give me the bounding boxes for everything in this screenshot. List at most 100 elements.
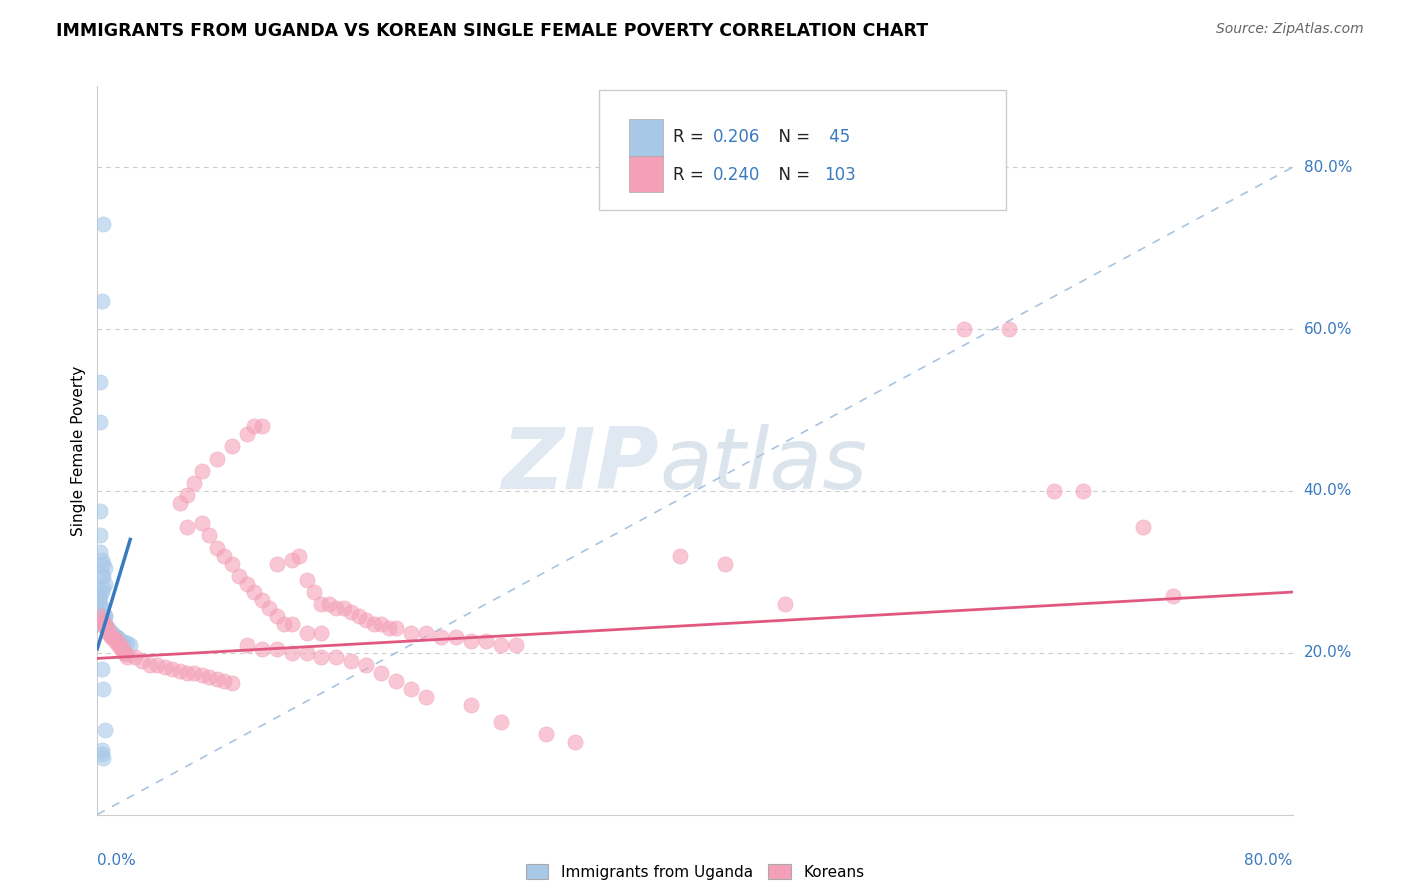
Text: ZIP: ZIP — [502, 424, 659, 507]
Point — [564, 735, 586, 749]
Text: 0.240: 0.240 — [713, 166, 761, 185]
Point — [191, 516, 214, 531]
Text: 60.0%: 60.0% — [1303, 322, 1353, 336]
Point — [399, 682, 422, 697]
Point — [460, 633, 482, 648]
Point — [377, 622, 399, 636]
Point — [120, 638, 142, 652]
Point — [1042, 483, 1064, 498]
Point — [98, 623, 121, 637]
Point — [773, 597, 796, 611]
Point — [385, 622, 408, 636]
FancyBboxPatch shape — [630, 120, 662, 155]
Point — [146, 657, 169, 672]
Point — [176, 488, 198, 502]
Point — [91, 617, 114, 632]
Point — [370, 665, 392, 680]
Point — [169, 664, 191, 678]
Point — [311, 597, 333, 611]
Point — [311, 649, 333, 664]
Point — [714, 557, 737, 571]
Point — [87, 617, 110, 632]
Point — [89, 589, 111, 603]
Point — [103, 631, 125, 645]
Point — [94, 617, 117, 632]
Point — [1161, 589, 1184, 603]
Point — [91, 682, 114, 697]
Point — [280, 617, 302, 632]
Point — [107, 631, 129, 645]
Point — [460, 698, 482, 713]
Point — [534, 726, 557, 740]
Point — [91, 581, 114, 595]
Point — [91, 609, 114, 624]
Point — [89, 609, 111, 624]
Point — [89, 375, 111, 389]
Point — [131, 654, 153, 668]
FancyBboxPatch shape — [630, 155, 662, 192]
Point — [273, 617, 295, 632]
Point — [91, 617, 114, 632]
Point — [183, 475, 205, 490]
Point — [236, 638, 259, 652]
Point — [356, 657, 378, 672]
Point — [415, 690, 437, 705]
Legend: Immigrants from Uganda, Koreans: Immigrants from Uganda, Koreans — [526, 863, 865, 880]
Point — [183, 665, 205, 680]
Point — [153, 660, 176, 674]
Point — [340, 654, 363, 668]
Point — [90, 743, 112, 757]
Point — [1132, 520, 1154, 534]
Point — [302, 585, 325, 599]
Point — [318, 597, 340, 611]
Point — [104, 630, 127, 644]
Point — [105, 630, 128, 644]
Point — [115, 636, 138, 650]
Point — [221, 439, 243, 453]
Point — [214, 674, 236, 689]
Point — [489, 638, 512, 652]
Point — [91, 557, 114, 571]
Point — [325, 601, 347, 615]
Text: N =: N = — [768, 166, 815, 185]
Point — [191, 464, 214, 478]
Point — [325, 649, 347, 664]
Point — [363, 617, 385, 632]
Point — [1073, 483, 1095, 498]
Point — [100, 630, 122, 644]
Point — [89, 613, 111, 627]
Point — [489, 714, 512, 729]
Point — [110, 641, 132, 656]
Text: R =: R = — [673, 166, 710, 185]
Point — [236, 577, 259, 591]
Point — [94, 609, 117, 624]
Point — [89, 415, 111, 429]
Point — [108, 638, 131, 652]
Point — [288, 549, 311, 563]
Point — [176, 665, 198, 680]
Point — [295, 646, 318, 660]
Point — [385, 674, 408, 689]
Point — [250, 641, 273, 656]
Point — [243, 419, 266, 434]
Point — [953, 322, 976, 336]
Text: 20.0%: 20.0% — [1303, 645, 1353, 660]
Point — [90, 613, 112, 627]
Point — [115, 649, 138, 664]
Y-axis label: Single Female Poverty: Single Female Poverty — [72, 366, 86, 535]
Point — [105, 633, 128, 648]
Text: IMMIGRANTS FROM UGANDA VS KOREAN SINGLE FEMALE POVERTY CORRELATION CHART: IMMIGRANTS FROM UGANDA VS KOREAN SINGLE … — [56, 22, 928, 40]
Point — [475, 633, 498, 648]
Text: 80.0%: 80.0% — [1244, 854, 1292, 869]
Point — [96, 622, 118, 636]
Point — [250, 593, 273, 607]
Point — [107, 638, 129, 652]
Point — [89, 597, 111, 611]
Text: 40.0%: 40.0% — [1303, 483, 1353, 499]
Point — [266, 609, 288, 624]
Point — [333, 601, 356, 615]
Point — [205, 672, 228, 686]
Point — [90, 569, 112, 583]
Point — [198, 670, 221, 684]
Point — [444, 630, 467, 644]
